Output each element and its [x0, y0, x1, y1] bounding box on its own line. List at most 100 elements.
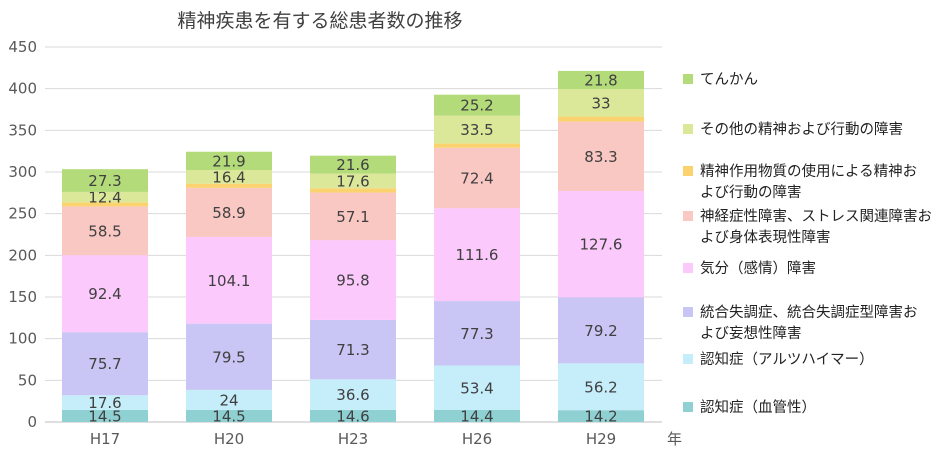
bar-segment: [310, 173, 396, 189]
legend-label: 精神作用物質の使用による精神お: [700, 162, 917, 180]
legend-swatch: [683, 354, 693, 364]
chart-title: 精神疾患を有する総患者数の推移: [177, 10, 462, 32]
bar-segment: [434, 147, 520, 209]
bar-segment: [186, 151, 272, 170]
data-label: 33.5: [460, 121, 493, 139]
data-label: 58.5: [88, 222, 121, 240]
y-tick-label: 200: [8, 246, 37, 264]
bar-segment: [434, 94, 520, 116]
data-label: 83.3: [584, 148, 617, 166]
data-label: 12.4: [88, 189, 121, 207]
legend-label: てんかん: [700, 71, 758, 88]
data-label: 72.4: [460, 169, 493, 187]
data-label: 127.6: [580, 236, 623, 254]
bar-segment: [62, 169, 148, 192]
x-tick-label: H26: [462, 430, 492, 448]
y-tick-label: 50: [18, 371, 37, 389]
bar-segment: [62, 332, 148, 396]
bar-segment: [62, 395, 148, 410]
bar-segment: [62, 202, 148, 207]
bar-segment: [310, 409, 396, 422]
x-tick-label: H20: [214, 430, 244, 448]
bar-segment: [558, 191, 644, 298]
legend-label: 気分（感情）障害: [700, 259, 816, 277]
data-label: 14.5: [88, 407, 121, 425]
data-label: 27.3: [88, 172, 121, 190]
bar-segment: [186, 236, 272, 324]
data-label: 25.2: [460, 97, 493, 115]
legend-swatch: [683, 74, 693, 84]
data-label: 17.6: [336, 173, 369, 191]
bar-segment: [558, 363, 644, 411]
bar-segment: [310, 188, 396, 193]
data-label: 71.3: [336, 341, 369, 359]
bar-segment: [558, 297, 644, 364]
data-label: 79.5: [212, 348, 245, 366]
bar-segment: [434, 115, 520, 144]
bar-segment: [310, 192, 396, 241]
bar-segment: [310, 155, 396, 174]
data-label: 33: [591, 94, 610, 112]
legend-label: よび行動の障害: [700, 183, 802, 201]
legend-label: その他の精神および行動の障害: [700, 120, 903, 138]
x-tick-label: H29: [586, 430, 616, 448]
data-label: 111.6: [456, 246, 499, 264]
legend-swatch: [683, 166, 693, 176]
x-axis-label: 年: [667, 430, 682, 448]
legend-label: 統合失調症、統合失調症型障害お: [700, 303, 918, 321]
data-label: 53.4: [460, 379, 493, 397]
y-tick-label: 100: [8, 330, 37, 348]
legend-label: よび妄想性障害: [700, 324, 802, 342]
legend-swatch: [683, 124, 693, 134]
bar-segment: [558, 116, 644, 122]
bar-segment: [310, 319, 396, 380]
bar-segment: [558, 121, 644, 191]
data-label: 75.7: [88, 355, 121, 373]
bar-segment: [434, 143, 520, 148]
data-label: 24: [219, 391, 238, 409]
legend-label: よび身体表現性障害: [700, 228, 831, 246]
data-label: 104.1: [208, 272, 251, 290]
data-label: 14.6: [336, 407, 369, 425]
bar-segment: [186, 170, 272, 184]
data-label: 14.5: [212, 407, 245, 425]
legend-swatch: [683, 307, 693, 317]
bar-segment: [62, 255, 148, 333]
bar-segment: [186, 323, 272, 390]
bar-segment: [186, 187, 272, 237]
data-label: 36.6: [336, 386, 369, 404]
bar-segment: [434, 365, 520, 410]
y-tick-label: 400: [8, 80, 37, 98]
data-label: 79.2: [584, 322, 617, 340]
data-label: 21.8: [584, 72, 617, 90]
legend-label: 認知症（アルツハイマー）: [700, 351, 874, 368]
bar-segment: [558, 70, 644, 90]
data-label: 17.6: [88, 394, 121, 412]
legend-swatch: [683, 263, 693, 273]
bar-segment: [310, 240, 396, 320]
data-label: 21.6: [336, 156, 369, 174]
bar-segment: [434, 301, 520, 366]
bar-segment: [62, 206, 148, 256]
data-label: 14.4: [460, 408, 493, 426]
y-tick-label: 300: [8, 163, 37, 181]
data-label: 77.3: [460, 325, 493, 343]
legend-swatch: [683, 211, 693, 221]
legend-swatch: [683, 402, 693, 412]
y-tick-label: 450: [8, 38, 37, 56]
y-tick-label: 150: [8, 288, 37, 306]
data-label: 21.9: [212, 152, 245, 170]
data-label: 92.4: [88, 285, 121, 303]
data-label: 58.9: [212, 204, 245, 222]
bar-segment: [434, 208, 520, 302]
bar-segment: [186, 409, 272, 422]
y-tick-label: 0: [27, 413, 37, 431]
bar-segment: [186, 389, 272, 410]
data-label: 16.4: [212, 168, 245, 186]
data-label: 56.2: [584, 378, 617, 396]
data-label: 95.8: [336, 272, 369, 290]
bar-segment: [434, 410, 520, 422]
y-tick-label: 350: [8, 121, 37, 139]
x-tick-label: H17: [90, 430, 120, 448]
